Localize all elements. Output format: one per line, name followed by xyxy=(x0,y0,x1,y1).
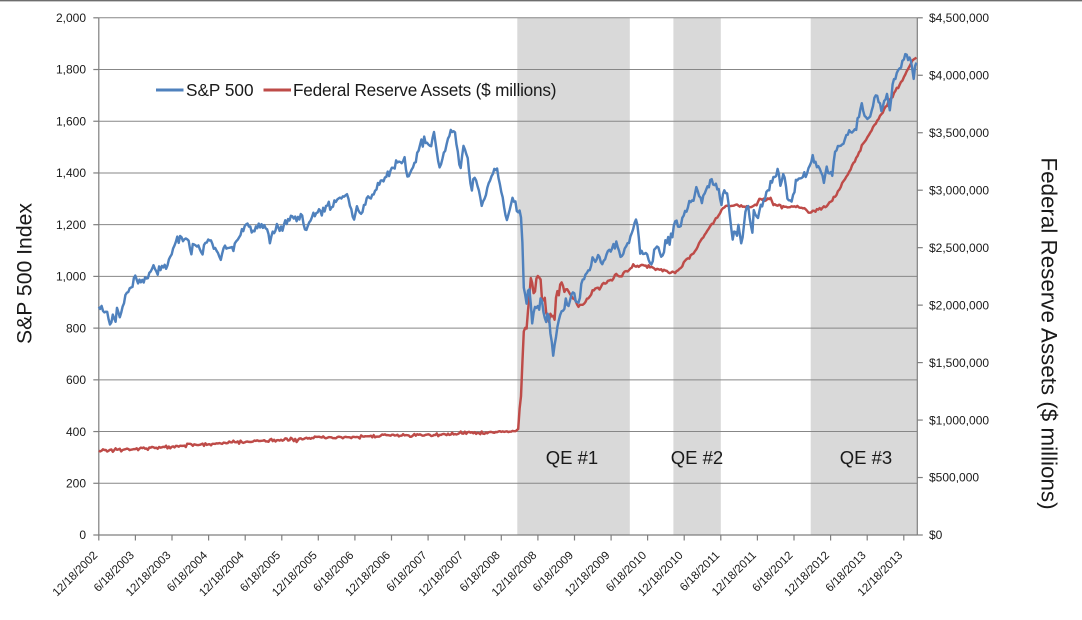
svg-text:QE #3: QE #3 xyxy=(840,447,892,468)
svg-text:200: 200 xyxy=(66,477,86,491)
svg-text:1,400: 1,400 xyxy=(56,166,86,180)
svg-text:800: 800 xyxy=(66,321,86,335)
svg-text:1,000: 1,000 xyxy=(56,270,86,284)
svg-text:$3,000,000: $3,000,000 xyxy=(929,183,989,197)
svg-text:$3,500,000: $3,500,000 xyxy=(929,126,989,140)
svg-text:0: 0 xyxy=(79,528,86,542)
svg-text:QE #1: QE #1 xyxy=(546,447,598,468)
svg-text:QE #2: QE #2 xyxy=(671,447,723,468)
svg-text:400: 400 xyxy=(66,425,86,439)
svg-text:$0: $0 xyxy=(929,528,943,542)
svg-text:1,800: 1,800 xyxy=(56,63,86,77)
svg-text:2,000: 2,000 xyxy=(56,11,86,25)
svg-text:$500,000: $500,000 xyxy=(929,471,979,485)
svg-text:$4,500,000: $4,500,000 xyxy=(929,11,989,25)
svg-text:$2,000,000: $2,000,000 xyxy=(929,298,989,312)
svg-text:$2,500,000: $2,500,000 xyxy=(929,241,989,255)
svg-text:Federal Reserve Assets ($ mill: Federal Reserve Assets ($ millions) xyxy=(1037,157,1062,509)
svg-text:600: 600 xyxy=(66,373,86,387)
svg-text:$4,000,000: $4,000,000 xyxy=(929,69,989,83)
svg-text:1,200: 1,200 xyxy=(56,218,86,232)
svg-text:$1,000,000: $1,000,000 xyxy=(929,413,989,427)
svg-text:S&P 500: S&P 500 xyxy=(186,80,254,100)
svg-text:S&P 500 Index: S&P 500 Index xyxy=(14,203,37,344)
svg-text:1,600: 1,600 xyxy=(56,114,86,128)
svg-text:Federal Reserve Assets ($ mill: Federal Reserve Assets ($ millions) xyxy=(293,80,556,100)
svg-text:$1,500,000: $1,500,000 xyxy=(929,356,989,370)
